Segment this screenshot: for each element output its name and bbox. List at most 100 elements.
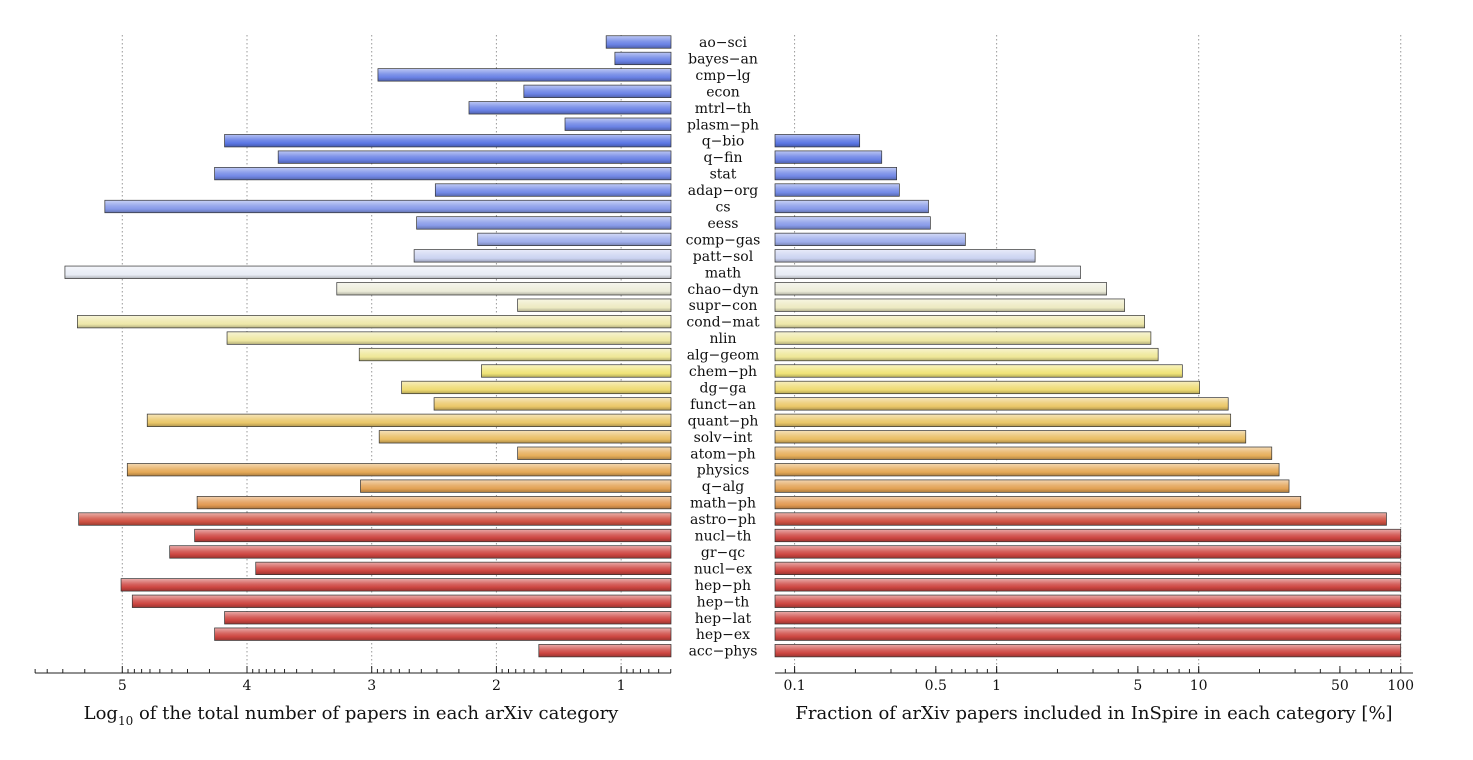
category-label: alg−geom	[687, 348, 759, 364]
left-bar	[226, 331, 672, 345]
category-label: cmp−lg	[695, 68, 750, 84]
right-bar	[774, 528, 1402, 543]
left-bar	[481, 364, 672, 378]
right-bar	[774, 561, 1402, 576]
right-bar	[774, 578, 1402, 592]
left-bar	[255, 561, 672, 576]
right-bar	[774, 183, 900, 197]
right-bar	[774, 413, 1232, 427]
right-bars	[774, 134, 1402, 658]
right-bar	[774, 347, 1159, 362]
category-label: hep−lat	[695, 611, 752, 627]
left-bars	[64, 35, 672, 658]
left-bar	[277, 150, 672, 164]
right-bar	[774, 134, 861, 148]
left-bar	[468, 101, 672, 115]
right-bar	[774, 331, 1152, 345]
category-label: nucl−th	[695, 529, 752, 545]
right-bar	[774, 545, 1402, 559]
category-label: hep−ph	[695, 578, 751, 594]
category-label: patt−sol	[693, 249, 754, 265]
left-bar	[214, 167, 672, 181]
left-bar	[538, 644, 672, 658]
category-label: atom−ph	[690, 446, 755, 462]
left-bar	[194, 528, 672, 543]
right-bar	[774, 430, 1247, 444]
right-bar	[774, 364, 1183, 378]
category-label: adap−org	[688, 183, 758, 199]
left-bar	[146, 413, 672, 427]
right-bar	[774, 463, 1280, 477]
category-label: quant−ph	[688, 413, 759, 429]
left-tick-label: 1	[617, 678, 626, 694]
category-label: q−fin	[703, 150, 742, 166]
right-bar	[774, 627, 1402, 641]
category-label: q−bio	[702, 134, 745, 150]
category-label: bayes−an	[688, 51, 758, 67]
right-tick-label: 100	[1387, 678, 1414, 694]
category-labels: ao−scibayes−ancmp−lgeconmtrl−thplasm−phq…	[686, 35, 761, 660]
category-label: physics	[697, 463, 750, 479]
category-label: acc−phys	[689, 644, 758, 660]
left-bar	[523, 84, 672, 98]
category-label: cond−mat	[686, 315, 760, 331]
category-label: stat	[710, 167, 737, 183]
right-bar	[774, 199, 929, 214]
category-label: cs	[715, 200, 730, 216]
left-tick-label: 4	[243, 678, 252, 694]
left-bar	[517, 298, 672, 312]
category-label: hep−ex	[696, 627, 750, 643]
right-bar	[774, 512, 1387, 526]
right-bar	[774, 249, 1036, 263]
right-bar	[774, 446, 1273, 460]
left-bar	[614, 51, 672, 66]
right-bar	[774, 265, 1081, 279]
right-tick-label: 0.1	[783, 678, 805, 694]
left-bar	[78, 512, 672, 526]
right-tick-label: 1	[992, 678, 1001, 694]
left-bar	[169, 545, 672, 559]
category-label: mtrl−th	[695, 101, 751, 117]
category-label: dg−ga	[700, 380, 747, 396]
left-bar	[104, 199, 672, 214]
category-label: comp−gas	[686, 232, 761, 248]
right-bar	[774, 282, 1107, 296]
category-label: solv−int	[694, 430, 753, 446]
category-label: math−ph	[690, 496, 756, 512]
left-tick-label: 3	[367, 678, 376, 694]
category-label: econ	[706, 84, 740, 100]
left-bar	[378, 430, 672, 444]
right-bar	[774, 594, 1402, 608]
left-bar	[196, 496, 672, 510]
right-bar	[774, 397, 1229, 411]
left-bar	[433, 397, 672, 411]
right-bar	[774, 380, 1200, 395]
category-label: chao−dyn	[687, 282, 758, 298]
category-label: plasm−ph	[687, 117, 759, 133]
category-label: nucl−ex	[694, 561, 752, 577]
left-bar	[224, 134, 672, 148]
left-bar	[120, 578, 672, 592]
category-label: chem−ph	[689, 364, 757, 380]
right-bar	[774, 216, 931, 230]
left-bar	[126, 463, 672, 477]
right-tick-label: 0.5	[925, 678, 947, 694]
left-bar	[131, 594, 672, 608]
left-x-ticks: 5 4 3 2 1	[34, 666, 672, 694]
left-bar	[477, 232, 672, 246]
left-bar	[77, 315, 672, 329]
left-bar	[358, 347, 672, 362]
left-bar	[214, 627, 672, 641]
left-bar	[401, 380, 672, 395]
category-label: hep−th	[697, 594, 750, 610]
left-bar	[564, 117, 672, 131]
category-label: astro−ph	[690, 512, 756, 528]
category-label: ao−sci	[699, 35, 748, 51]
left-bar	[224, 611, 672, 625]
category-label: supr−con	[689, 298, 758, 314]
right-panel-inspire-fraction: 0.1 0.5 1 5 10 50 100 Fraction of arXiv papers…	[774, 35, 1414, 724]
category-label: math	[705, 265, 741, 281]
left-bar	[64, 265, 672, 279]
right-bar	[774, 298, 1125, 312]
right-tick-label: 5	[1133, 678, 1142, 694]
